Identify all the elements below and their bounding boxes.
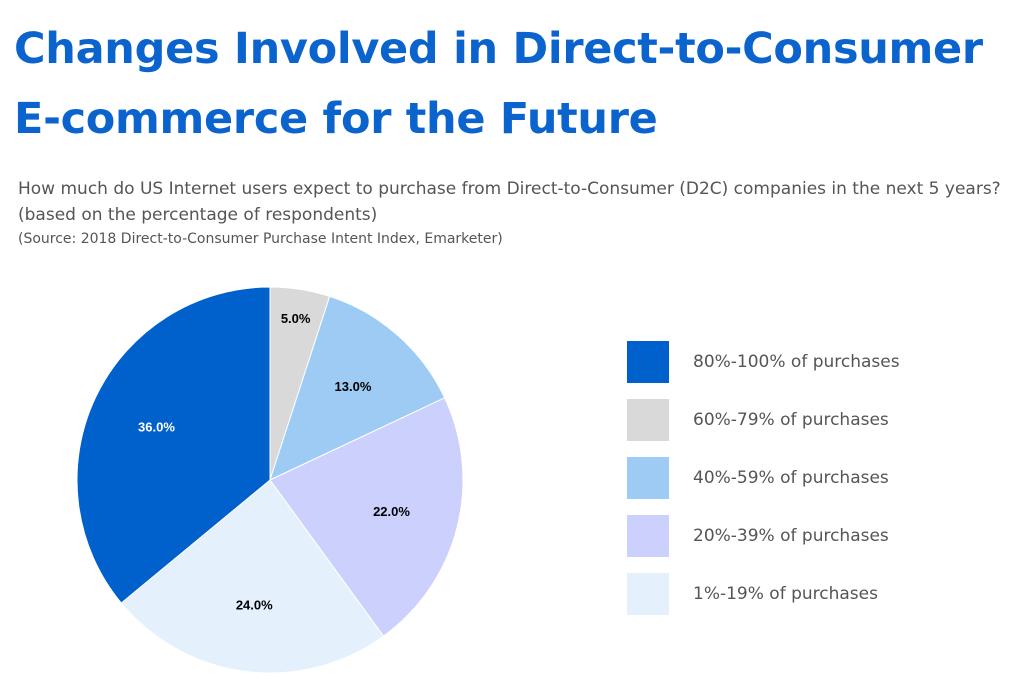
legend-label: 80%-100% of purchases xyxy=(693,352,900,372)
data-label: 36.0% xyxy=(138,420,175,435)
data-label: 22.0% xyxy=(373,504,410,519)
data-label: 24.0% xyxy=(236,597,273,612)
legend-swatch xyxy=(627,573,669,615)
pie-slice xyxy=(120,479,385,674)
legend-label: 60%-79% of purchases xyxy=(693,410,889,430)
legend-label: 20%-39% of purchases xyxy=(693,526,889,546)
chart-question: How much do US Internet users expect to … xyxy=(18,179,1001,199)
legend-item: 60%-79% of purchases xyxy=(627,391,900,449)
legend: 80%-100% of purchases 60%-79% of purchas… xyxy=(627,333,900,623)
legend-swatch xyxy=(627,515,669,557)
data-label: 13.0% xyxy=(335,379,372,394)
legend-item: 40%-59% of purchases xyxy=(627,449,900,507)
legend-label: 40%-59% of purchases xyxy=(693,468,889,488)
legend-swatch xyxy=(627,457,669,499)
pie-slice xyxy=(76,286,271,604)
page-title: Changes Involved in Direct-to-Consumer E… xyxy=(14,14,983,154)
pie-slice xyxy=(269,295,446,481)
chart-source: (Source: 2018 Direct-to-Consumer Purchas… xyxy=(18,231,503,247)
legend-label: 1%-19% of purchases xyxy=(693,584,878,604)
legend-item: 20%-39% of purchases xyxy=(627,507,900,565)
legend-swatch xyxy=(627,399,669,441)
chart-basis: (based on the percentage of respondents) xyxy=(18,205,378,225)
legend-item: 80%-100% of purchases xyxy=(627,333,900,391)
title-line-1: Changes Involved in Direct-to-Consumer xyxy=(14,24,983,74)
chart-subtitle: How much do US Internet users expect to … xyxy=(18,176,1018,228)
title-line-2: E-commerce for the Future xyxy=(14,94,658,144)
data-label: 5.0% xyxy=(281,311,311,326)
legend-swatch xyxy=(627,341,669,383)
pie-slice xyxy=(269,397,464,637)
legend-item: 1%-19% of purchases xyxy=(627,565,900,623)
